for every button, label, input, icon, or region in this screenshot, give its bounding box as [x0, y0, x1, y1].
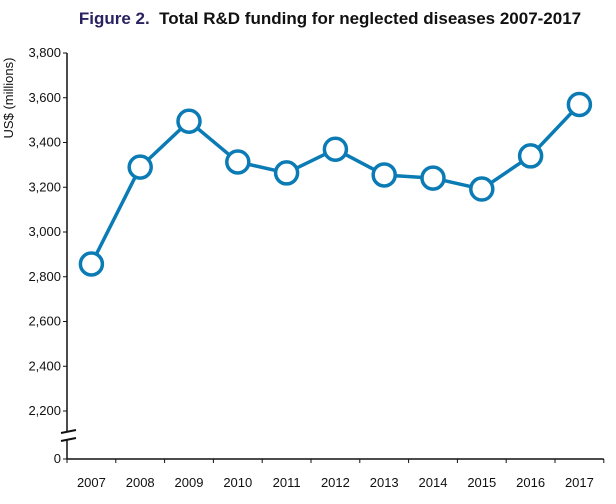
- data-point: [78, 251, 105, 277]
- figure-number: Figure 2.: [79, 9, 150, 28]
- y-tick-label: 3,600: [28, 90, 61, 105]
- x-tick-label: 2011: [273, 475, 301, 490]
- axes: 0 2,200 2,400 2,600 2,800 3,000 3,200 3,400 3,60…: [28, 45, 605, 490]
- y-tick-label: 2,200: [28, 403, 61, 418]
- y-tick-label: 2,600: [28, 314, 61, 329]
- x-tick-label: 2016: [516, 475, 545, 490]
- y-tick-label: 3,400: [28, 135, 61, 150]
- data-point: [420, 165, 446, 191]
- x-tick-label: 2010: [223, 475, 252, 490]
- y-tick-label: 3,200: [28, 179, 61, 194]
- y-tick-label: 3,800: [28, 45, 61, 60]
- data-point: [566, 91, 593, 118]
- title-text: Total R&D funding for neglected diseases…: [159, 9, 581, 28]
- axis-break-mark: [60, 437, 77, 442]
- x-tick-label: 2017: [565, 475, 594, 490]
- chart-title: Figure 2. Total R&D funding for neglecte…: [79, 9, 581, 28]
- x-tick-label: 2013: [370, 475, 399, 490]
- data-point: [176, 108, 202, 134]
- x-tick-label: 2009: [175, 475, 204, 490]
- x-tick-label: 2015: [467, 475, 496, 490]
- y-tick-label: 3,000: [28, 224, 61, 239]
- x-tick-label: 2014: [419, 475, 448, 490]
- data-point: [469, 176, 495, 202]
- data-point: [371, 162, 397, 188]
- data-point: [127, 154, 153, 180]
- x-tick-label: 2007: [77, 475, 106, 490]
- y-axis-label: US$ (millions): [1, 58, 16, 139]
- data-point: [322, 136, 349, 162]
- y-tick-label: 0: [54, 451, 61, 466]
- data-point: [273, 160, 300, 186]
- axis-break-mark: [60, 429, 77, 434]
- series-path: [89, 103, 581, 265]
- y-tick-label: 2,800: [28, 269, 61, 284]
- y-tick-label: 2,400: [28, 358, 61, 373]
- data-point: [225, 149, 251, 175]
- data-point: [517, 143, 544, 169]
- x-tick-label: 2012: [321, 475, 350, 490]
- series-line: [78, 91, 593, 277]
- x-tick-label: 2008: [126, 475, 155, 490]
